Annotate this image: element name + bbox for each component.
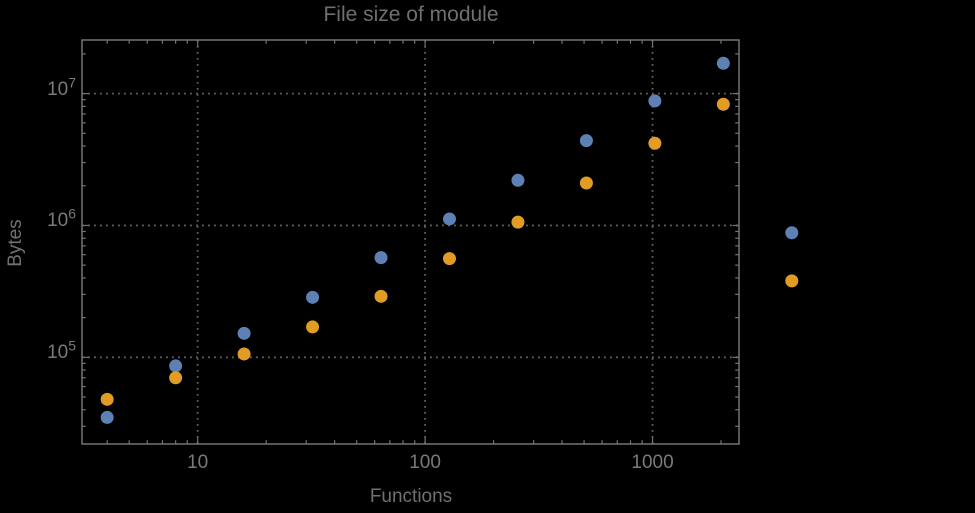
data-point-blue-series bbox=[442, 212, 456, 226]
data-point-orange-series bbox=[716, 97, 730, 111]
data-point-orange-series bbox=[648, 136, 662, 150]
data-point-orange-series bbox=[169, 371, 183, 385]
data-point-orange-series bbox=[511, 215, 525, 229]
data-point-blue-series bbox=[785, 226, 799, 240]
data-point-orange-series bbox=[579, 176, 593, 190]
data-point-blue-series bbox=[169, 359, 183, 373]
x-tick-label: 1000 bbox=[631, 452, 674, 473]
data-point-blue-series bbox=[579, 134, 593, 148]
x-tick-label: 10 bbox=[187, 452, 209, 473]
data-point-blue-series bbox=[648, 94, 662, 108]
data-point-orange-series bbox=[374, 289, 388, 303]
data-point-orange-series bbox=[785, 274, 799, 288]
data-point-blue-series bbox=[100, 410, 114, 424]
tick-exponent: 5 bbox=[68, 337, 76, 354]
data-point-blue-series bbox=[716, 56, 730, 70]
data-point-orange-series bbox=[442, 252, 456, 266]
y-tick-label: 105 bbox=[47, 337, 76, 364]
y-tick-label: 106 bbox=[47, 206, 76, 232]
plot-frame bbox=[81, 39, 740, 445]
data-point-orange-series bbox=[100, 392, 114, 406]
data-point-blue-series bbox=[374, 251, 388, 265]
data-point-blue-series bbox=[306, 290, 320, 304]
y-axis-label: Bytes bbox=[5, 219, 26, 267]
data-point-orange-series bbox=[306, 320, 320, 334]
x-tick-label: 100 bbox=[409, 452, 441, 473]
chart-title: File size of module bbox=[323, 3, 499, 26]
data-point-orange-series bbox=[237, 347, 251, 361]
data-point-blue-series bbox=[511, 173, 525, 187]
data-point-blue-series bbox=[237, 326, 251, 340]
tick-exponent: 7 bbox=[68, 74, 76, 91]
x-axis-label: Functions bbox=[369, 486, 453, 507]
y-tick-label: 107 bbox=[47, 74, 76, 100]
tick-exponent: 6 bbox=[68, 206, 76, 223]
